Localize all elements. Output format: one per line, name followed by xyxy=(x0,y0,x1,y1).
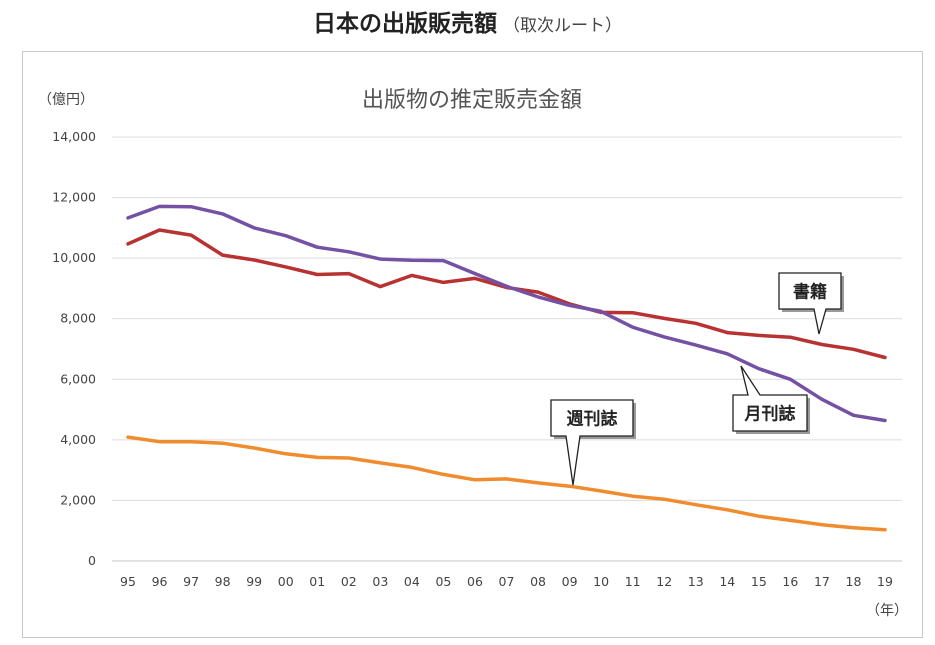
x-tick-label: 07 xyxy=(499,574,515,589)
x-tick-label: 13 xyxy=(688,574,704,589)
x-axis-ticks: 95 96 97 98 99 00 01 02 03 04 05 06 07 08 09 10 11 12 13 14… xyxy=(120,574,893,589)
x-tick-label: 19 xyxy=(877,574,893,589)
y-tick-label: 6,000 xyxy=(60,371,96,386)
x-tick-label: 06 xyxy=(467,574,483,589)
callout-bubble xyxy=(550,399,634,486)
y-tick-label: 4,000 xyxy=(60,432,96,447)
chart-frame xyxy=(22,51,923,638)
x-tick-label: 95 xyxy=(120,574,136,589)
x-tick-label: 00 xyxy=(278,574,294,589)
y-tick-label: 8,000 xyxy=(60,311,96,326)
x-tick-label: 12 xyxy=(656,574,672,589)
callout-bubble xyxy=(778,272,842,335)
x-tick-label: 17 xyxy=(814,574,830,589)
x-tick-label: 18 xyxy=(846,574,862,589)
series-line-0 xyxy=(126,228,887,360)
x-tick-label: 02 xyxy=(341,574,357,589)
x-tick-label: 97 xyxy=(183,574,199,589)
callout-2: 週刊誌 xyxy=(550,399,636,486)
x-tick-label: 15 xyxy=(751,574,767,589)
series-label: 月刊誌 xyxy=(744,404,796,425)
callout-bubble xyxy=(732,365,808,432)
callout-0: 書籍 xyxy=(778,272,844,335)
x-tick-label: 09 xyxy=(562,574,578,589)
y-tick-label: 2,000 xyxy=(60,492,96,507)
y-tick-label: 0 xyxy=(88,553,96,568)
x-tick-label: 99 xyxy=(246,574,262,589)
gridlines xyxy=(112,136,902,562)
x-tick-label: 96 xyxy=(152,574,168,589)
x-axis-label: （年） xyxy=(866,603,908,619)
x-tick-label: 03 xyxy=(372,574,388,589)
y-tick-label: 12,000 xyxy=(52,190,96,205)
x-tick-label: 16 xyxy=(782,574,798,589)
series-line-1 xyxy=(126,204,887,423)
x-tick-label: 01 xyxy=(309,574,325,589)
series-line-2 xyxy=(126,435,887,532)
x-tick-label: 08 xyxy=(530,574,546,589)
x-tick-label: 04 xyxy=(404,574,420,589)
y-axis-ticks: 0 2,000 4,000 6,000 8,000 10,000 12,000 14,000 xyxy=(52,129,96,568)
chart-title: 出版物の推定販売金額 xyxy=(362,88,582,113)
page-title: 日本の出版販売額 xyxy=(313,11,497,37)
x-tick-label: 11 xyxy=(625,574,641,589)
x-tick-label: 98 xyxy=(215,574,231,589)
series-label: 書籍 xyxy=(793,282,827,303)
series-lines xyxy=(126,204,887,532)
y-tick-label: 10,000 xyxy=(52,250,96,265)
x-tick-label: 14 xyxy=(719,574,735,589)
x-tick-label: 10 xyxy=(593,574,609,589)
page-heading: 日本の出版販売額 （取次ルート） xyxy=(0,4,935,38)
y-tick-label: 14,000 xyxy=(52,129,96,144)
x-tick-label: 05 xyxy=(435,574,451,589)
page-subtitle: （取次ルート） xyxy=(503,16,622,36)
y-axis-label: （億円） xyxy=(38,92,94,108)
callout-1: 月刊誌 xyxy=(732,365,810,434)
series-label: 週刊誌 xyxy=(567,409,618,430)
